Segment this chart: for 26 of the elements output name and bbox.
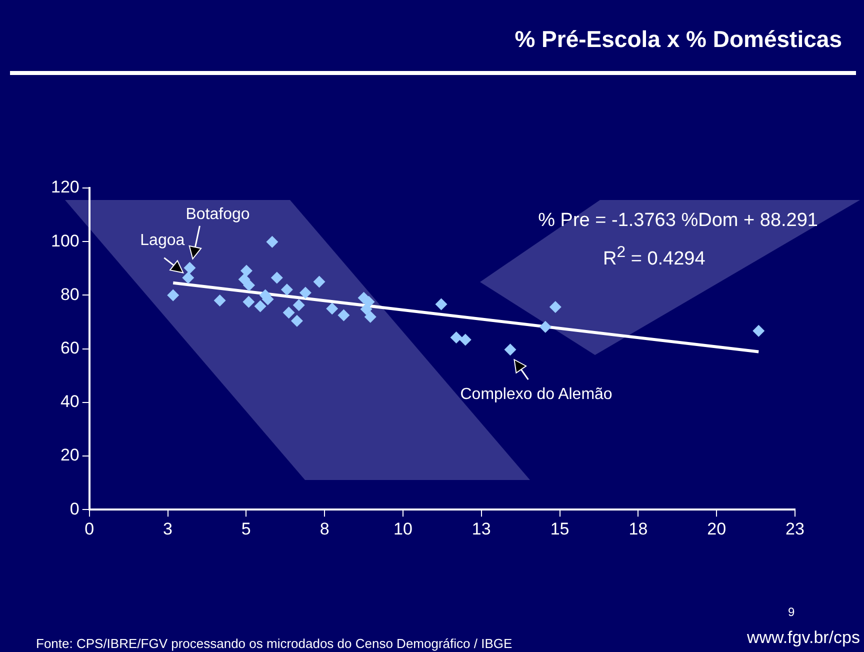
y-tick-label: 0 <box>70 499 80 518</box>
y-tick-label: 60 <box>60 338 80 358</box>
x-tick-label: 8 <box>320 519 330 538</box>
annotation: Botafogo <box>186 206 250 224</box>
x-tick-label: 10 <box>394 519 412 538</box>
text: 9 <box>788 605 795 619</box>
x-tick-label: 3 <box>163 519 172 538</box>
y-tick-label: 80 <box>60 284 80 304</box>
annotation: Lagoa <box>140 232 185 250</box>
y-tick-label: 100 <box>50 231 80 250</box>
x-tick-label: 23 <box>786 519 804 538</box>
y-tick-label: 40 <box>60 392 80 412</box>
source-note: Fonte: CPS/IBRE/FGV processando os microdados do Censo Demográfico / IBGE <box>36 636 512 651</box>
x-tick-label: 5 <box>241 519 251 538</box>
y-tick-label: 20 <box>60 446 80 465</box>
x-tick-label: 15 <box>550 519 570 538</box>
y-tick-label: 120 <box>50 178 80 197</box>
annotation: % Pre = -1.3763 %Dom + 88.291 <box>538 210 818 232</box>
x-tick-label: 18 <box>628 519 648 538</box>
x-tick-label: 13 <box>472 519 491 538</box>
annotation: Complexo do Alemão <box>460 386 612 404</box>
annotation: R$^{2}$ = 0.4294 <box>603 244 706 270</box>
x-tick-label: 20 <box>707 519 726 538</box>
chart-title: % Pré-Escola x % Domésticas <box>514 26 842 53</box>
x-tick-label: 0 <box>84 519 94 538</box>
text: www.fgv.br/cps <box>746 628 860 648</box>
